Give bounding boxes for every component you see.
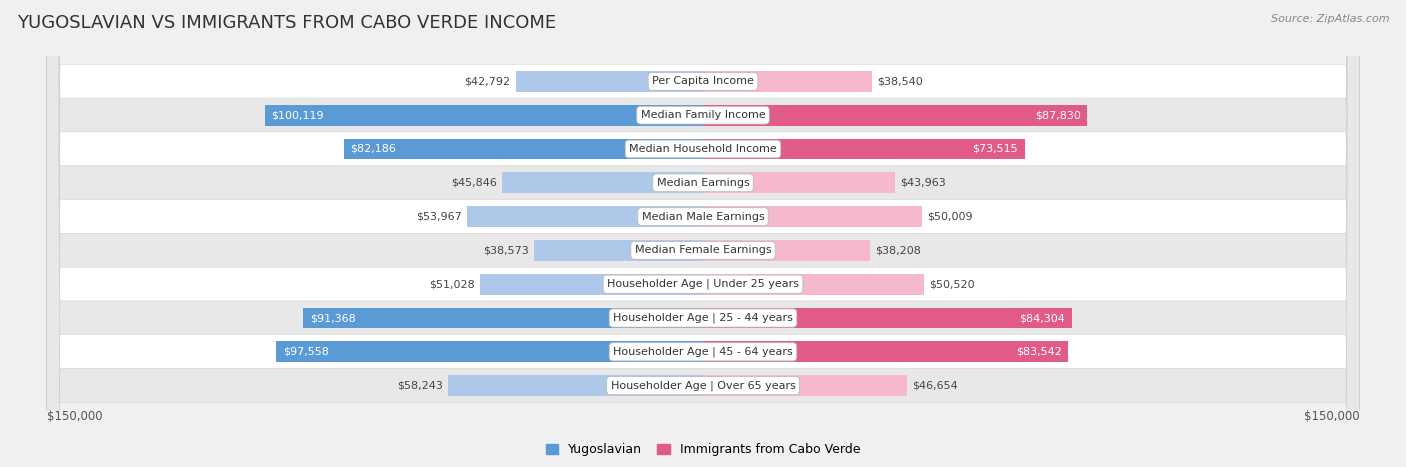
Text: $83,542: $83,542 [1017, 347, 1062, 357]
Bar [516, 71, 703, 92]
FancyBboxPatch shape [46, 0, 1360, 467]
Text: $82,186: $82,186 [350, 144, 396, 154]
Text: Householder Age | Under 25 years: Householder Age | Under 25 years [607, 279, 799, 290]
Bar [304, 308, 703, 328]
Text: $51,028: $51,028 [429, 279, 475, 289]
FancyBboxPatch shape [46, 0, 1360, 467]
Text: Source: ZipAtlas.com: Source: ZipAtlas.com [1271, 14, 1389, 24]
Text: $58,243: $58,243 [396, 381, 443, 390]
Bar [703, 206, 922, 227]
Text: Median Earnings: Median Earnings [657, 178, 749, 188]
Text: $38,208: $38,208 [876, 245, 921, 255]
FancyBboxPatch shape [46, 0, 1360, 467]
Legend: Yugoslavian, Immigrants from Cabo Verde: Yugoslavian, Immigrants from Cabo Verde [541, 439, 865, 461]
Text: $50,520: $50,520 [929, 279, 974, 289]
Text: Per Capita Income: Per Capita Income [652, 77, 754, 86]
Text: Householder Age | 45 - 64 years: Householder Age | 45 - 64 years [613, 347, 793, 357]
Text: $38,573: $38,573 [484, 245, 529, 255]
Bar [703, 341, 1069, 362]
Text: $42,792: $42,792 [464, 77, 510, 86]
Text: $46,654: $46,654 [912, 381, 957, 390]
FancyBboxPatch shape [46, 0, 1360, 467]
Bar [703, 139, 1025, 159]
Text: YUGOSLAVIAN VS IMMIGRANTS FROM CABO VERDE INCOME: YUGOSLAVIAN VS IMMIGRANTS FROM CABO VERD… [17, 14, 555, 32]
Bar [467, 206, 703, 227]
Bar [703, 274, 924, 295]
Bar [502, 172, 703, 193]
Text: $84,304: $84,304 [1019, 313, 1066, 323]
Text: $91,368: $91,368 [309, 313, 356, 323]
Text: $100,119: $100,119 [271, 110, 325, 120]
Text: $53,967: $53,967 [416, 212, 461, 222]
Text: $150,000: $150,000 [46, 410, 103, 423]
Text: $73,515: $73,515 [973, 144, 1018, 154]
Bar [703, 172, 896, 193]
Bar [276, 341, 703, 362]
Bar [703, 240, 870, 261]
Bar [703, 308, 1071, 328]
Text: Householder Age | Over 65 years: Householder Age | Over 65 years [610, 380, 796, 391]
FancyBboxPatch shape [46, 0, 1360, 467]
FancyBboxPatch shape [46, 0, 1360, 467]
Text: Median Household Income: Median Household Income [628, 144, 778, 154]
Bar [703, 375, 907, 396]
Bar [703, 71, 872, 92]
Text: $38,540: $38,540 [877, 77, 922, 86]
Text: $45,846: $45,846 [451, 178, 498, 188]
Text: $43,963: $43,963 [901, 178, 946, 188]
FancyBboxPatch shape [46, 0, 1360, 467]
Text: $50,009: $50,009 [927, 212, 973, 222]
Bar [703, 105, 1087, 126]
FancyBboxPatch shape [46, 0, 1360, 467]
Bar [266, 105, 703, 126]
Text: Median Male Earnings: Median Male Earnings [641, 212, 765, 222]
FancyBboxPatch shape [46, 0, 1360, 467]
Bar [534, 240, 703, 261]
Text: Householder Age | 25 - 44 years: Householder Age | 25 - 44 years [613, 313, 793, 323]
Bar [343, 139, 703, 159]
Bar [479, 274, 703, 295]
Text: $150,000: $150,000 [1303, 410, 1360, 423]
Text: Median Family Income: Median Family Income [641, 110, 765, 120]
FancyBboxPatch shape [46, 0, 1360, 467]
Text: $97,558: $97,558 [283, 347, 329, 357]
Bar [449, 375, 703, 396]
Text: $87,830: $87,830 [1035, 110, 1081, 120]
Text: Median Female Earnings: Median Female Earnings [634, 245, 772, 255]
